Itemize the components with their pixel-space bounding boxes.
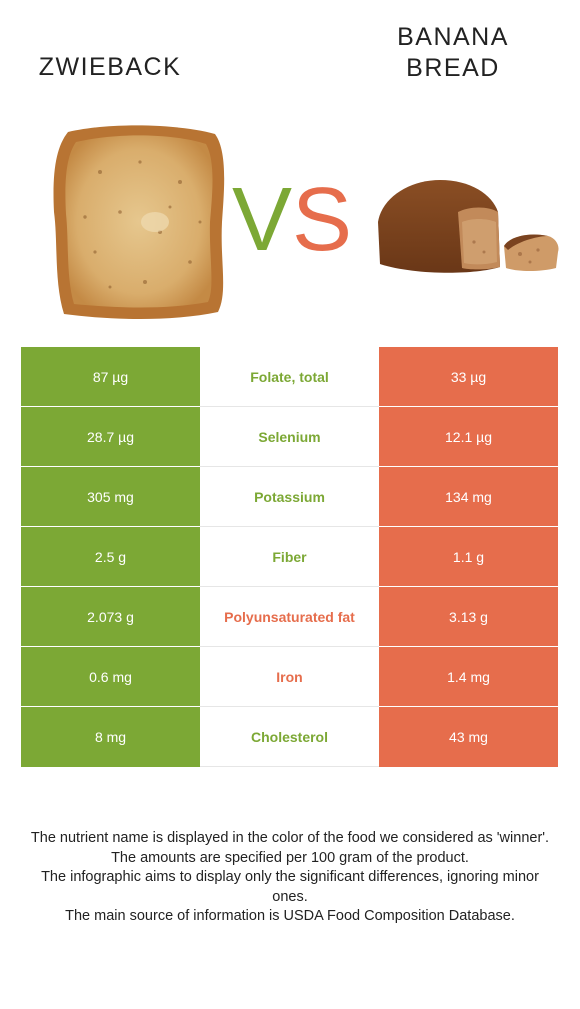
left-food-value: 28.7 µg [21,406,200,467]
left-food-value: 8 mg [21,706,200,767]
nutrient-name: Polyunsaturated fat [200,586,379,647]
table-row: 2.073 g Polyunsaturated fat 3.13 g [21,586,558,647]
table-row: 305 mg Potassium 134 mg [21,466,558,527]
right-food-title: BANANA BREAD [378,22,528,84]
footer-notes: The nutrient name is displayed in the co… [30,829,550,927]
left-food-value: 0.6 mg [21,646,200,707]
right-food-value: 12.1 µg [379,406,558,467]
left-food-name: ZWIEBACK [38,53,182,81]
footer-line-4: The main source of information is USDA F… [65,908,515,924]
nutrient-name: Fiber [200,526,379,587]
table-row: 87 µg Folate, total 33 µg [21,347,558,407]
right-food-value: 43 mg [379,706,558,767]
left-food-value: 305 mg [21,466,200,527]
vs-mark: V S [232,172,352,258]
vs-v-letter: V [232,172,292,258]
right-food-value: 33 µg [379,347,558,407]
right-food-value: 1.4 mg [379,646,558,707]
left-food-value: 87 µg [21,347,200,407]
table-row: 0.6 mg Iron 1.4 mg [21,646,558,707]
right-food-name-line1: BANANA [397,23,509,51]
nutrient-comparison-table: 87 µg Folate, total 33 µg 28.7 µg Selenium 12… [21,347,558,767]
footer-line-2: The amounts are specified per 100 gram o… [111,849,469,866]
banana-bread-image [378,180,559,273]
right-food-value: 1.1 g [379,526,558,587]
right-food-name-line2: BREAD [406,54,500,82]
right-food-value: 3.13 g [379,586,558,647]
left-food-title: ZWIEBACK [20,52,200,83]
footer-line-3: The infographic aims to display only the… [41,869,539,905]
table-row: 28.7 µg Selenium 12.1 µg [21,406,558,467]
nutrient-name: Folate, total [200,347,379,407]
left-food-value: 2.5 g [21,526,200,587]
nutrient-name: Iron [200,646,379,707]
nutrient-name: Selenium [200,406,379,467]
right-food-value: 134 mg [379,466,558,527]
table-row: 8 mg Cholesterol 43 mg [21,706,558,767]
nutrient-name: Potassium [200,466,379,527]
nutrient-name: Cholesterol [200,706,379,767]
vs-s-letter: S [292,172,352,258]
zwieback-toast-image [53,125,225,319]
table-row: 2.5 g Fiber 1.1 g [21,526,558,587]
left-food-value: 2.073 g [21,586,200,647]
footer-line-1: The nutrient name is displayed in the co… [30,830,550,846]
